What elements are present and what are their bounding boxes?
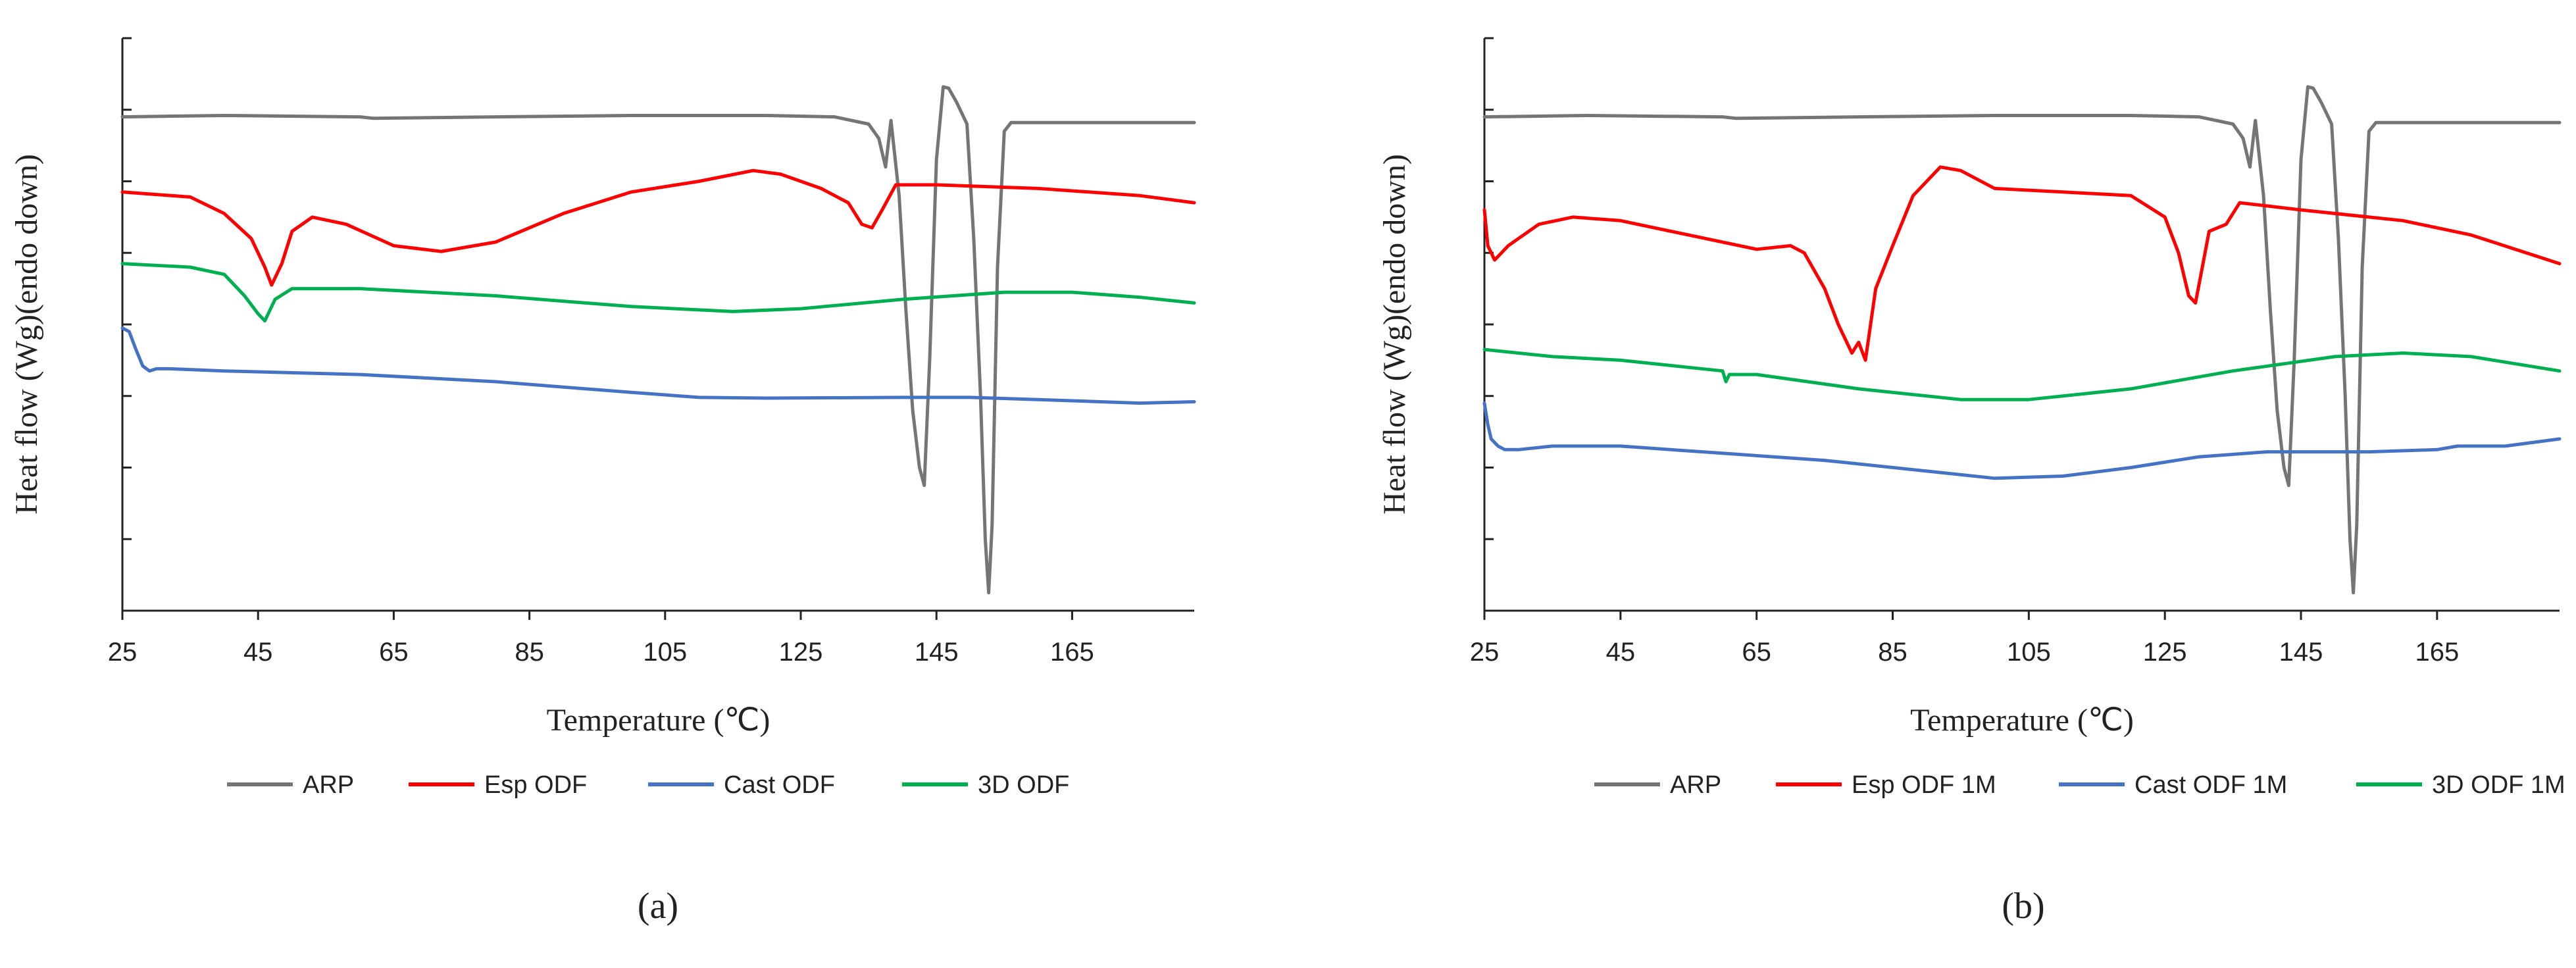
legend-item: Cast ODF 1M <box>2059 771 2287 799</box>
x-tick-label: 125 <box>779 638 823 667</box>
legend-item: ARP <box>227 771 354 799</box>
legend-label: Esp ODF <box>484 771 587 799</box>
series-line-cast-odf-1m <box>1482 401 2562 480</box>
legend-item: 3D ODF 1M <box>2356 771 2565 799</box>
legend-item: Esp ODF 1M <box>1776 771 1996 799</box>
chart-panel-b: 25 45 65 85 105 125 145 165 Temperature (℃) Heat … <box>1377 37 2565 927</box>
legend-label: 3D ODF <box>978 771 1069 799</box>
x-tick-label: 145 <box>915 638 959 667</box>
legend-label: ARP <box>1670 771 1721 799</box>
x-tick-label: 25 <box>108 638 138 667</box>
series-line-arp <box>120 85 1196 595</box>
x-tick-label: 25 <box>1470 638 1500 667</box>
x-axis-title: Temperature (℃) <box>547 703 770 738</box>
x-tick-label: 125 <box>2143 638 2187 667</box>
series-line-arp <box>1482 85 2562 595</box>
legend-label: Esp ODF 1M <box>1852 771 1996 799</box>
legend-item: 3D ODF <box>902 771 1069 799</box>
y-axis-title: Heat flow (Wg)(endo down) <box>9 154 44 515</box>
series-line-cast-odf <box>120 326 1196 405</box>
x-tick-label: 65 <box>1742 638 1771 667</box>
x-tick-label: 45 <box>243 638 273 667</box>
x-tick-label: 85 <box>515 638 544 667</box>
panel-caption: (a) <box>638 886 678 927</box>
x-tick-label: 105 <box>2007 638 2051 667</box>
x-tick-label: 65 <box>379 638 409 667</box>
series-line-esp-odf-1m <box>1482 165 2562 362</box>
legend-label: 3D ODF 1M <box>2432 771 2565 799</box>
legend-item: ARP <box>1594 771 1721 799</box>
legend-item: Cast ODF <box>648 771 835 799</box>
x-tick-label: 165 <box>1050 638 1094 667</box>
x-tick-label: 145 <box>2279 638 2323 667</box>
legend-label: Cast ODF 1M <box>2134 771 2287 799</box>
x-tick-label: 45 <box>1606 638 1636 667</box>
legend-label: Cast ODF <box>724 771 835 799</box>
legend-label: ARP <box>303 771 354 799</box>
x-tick-label: 165 <box>2415 638 2459 667</box>
panel-caption: (b) <box>2002 886 2044 927</box>
series-line-3d-odf-1m <box>1482 347 2562 401</box>
x-axis-title: Temperature (℃) <box>1910 703 2134 738</box>
x-tick-label: 105 <box>643 638 687 667</box>
legend-item: Esp ODF <box>409 771 587 799</box>
y-axis-title: Heat flow (Wg)(endo down) <box>1377 154 1412 515</box>
chart-panel-a: 25 45 65 85 105 125 145 165 Temperature (℃) Heat … <box>9 37 1196 927</box>
x-tick-label: 85 <box>1878 638 1907 667</box>
series-line-esp-odf <box>120 168 1196 287</box>
series-line-3d-odf <box>120 262 1196 323</box>
